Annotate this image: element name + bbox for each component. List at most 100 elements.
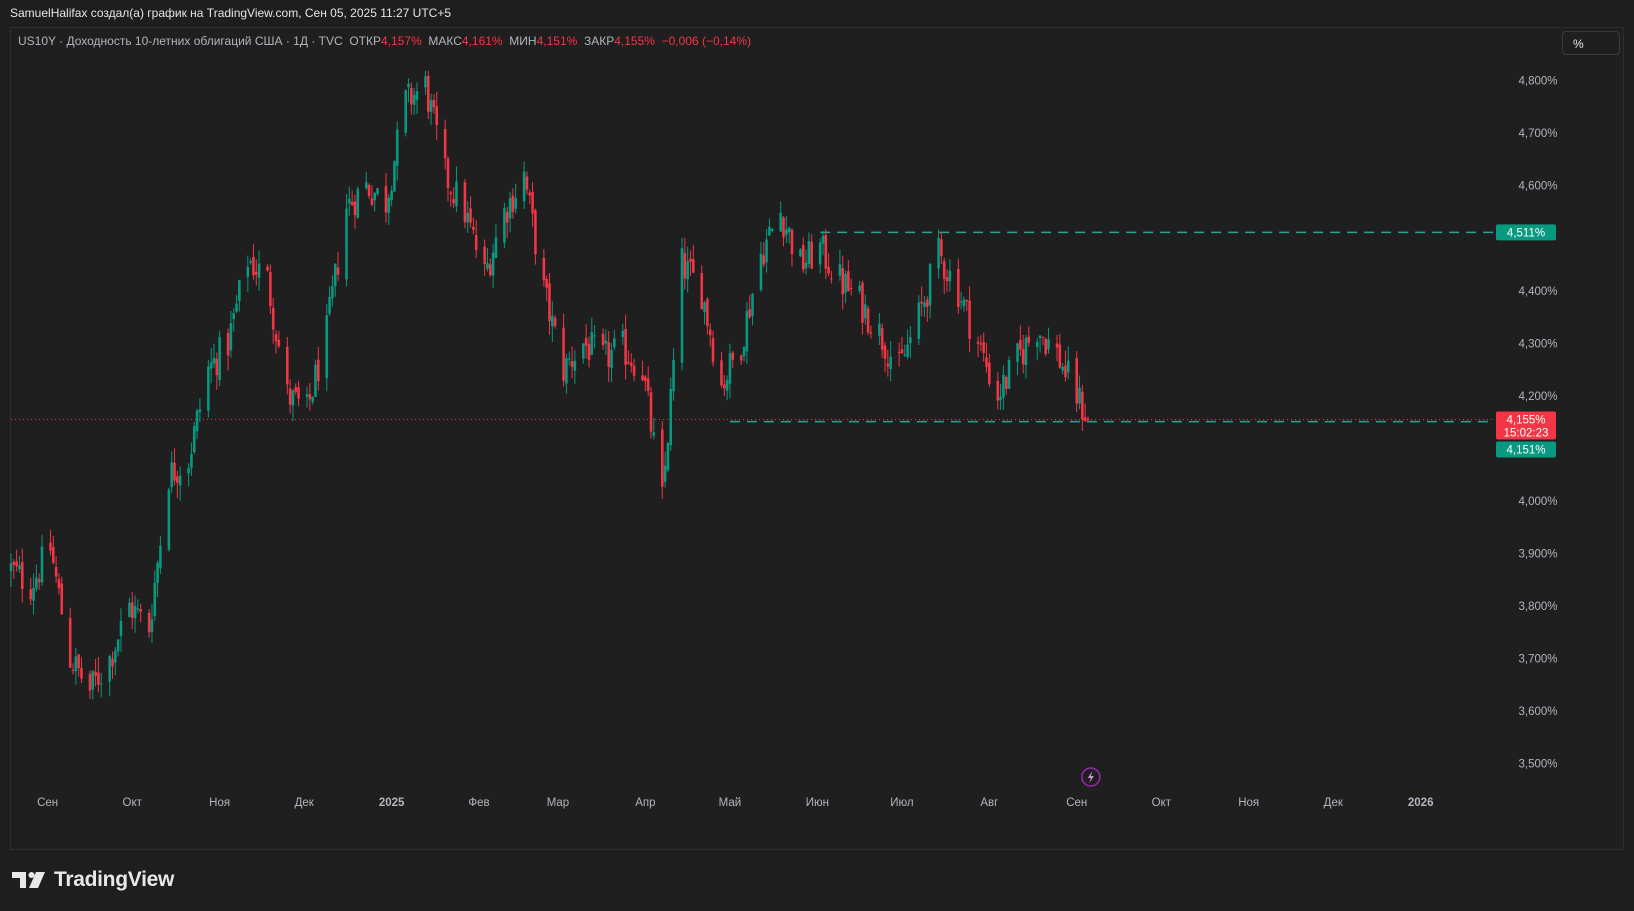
candle-body (415, 91, 419, 101)
time-tick-label: Авг (980, 797, 998, 809)
candle-body (621, 330, 625, 337)
candle-body (945, 277, 949, 282)
candle-body (452, 199, 455, 204)
price-tick-label: 3,600% (1518, 706, 1557, 718)
candle-body (395, 129, 399, 166)
tradingview-logo[interactable]: TradingView (12, 866, 174, 894)
candle-body (18, 565, 21, 570)
legend-open-value: 4,157% (380, 34, 422, 48)
candle-body (742, 346, 746, 357)
candle-body (1083, 417, 1087, 422)
candle-body (652, 432, 656, 436)
candle-body (463, 182, 467, 223)
candle-body (207, 366, 210, 411)
candle-body (996, 381, 1000, 401)
price-tick-label: 4,300% (1518, 338, 1557, 350)
candle-body (412, 95, 416, 105)
candle-body (632, 365, 636, 376)
candle-body (97, 672, 100, 685)
candle-body (1035, 341, 1039, 348)
candle-body (584, 338, 588, 346)
candle-body (511, 195, 515, 212)
candle-body (57, 579, 61, 589)
percent-scale-button[interactable]: % (1562, 31, 1620, 55)
candle-body (136, 608, 140, 610)
legend-symbol: US10Y · Доходность 10-летних облигаций С… (18, 34, 343, 48)
time-tick-label: Дек (1324, 797, 1344, 809)
candle-body (660, 429, 664, 487)
candle-body (897, 351, 901, 353)
time-tick-label: Июн (806, 797, 829, 809)
candle-body (692, 259, 695, 273)
candle-body (192, 426, 196, 453)
candle-body (1078, 387, 1081, 404)
candle-body (503, 208, 506, 243)
time-tick-label: Фев (468, 797, 489, 809)
candle-body (176, 476, 179, 483)
candle-body (607, 342, 610, 367)
time-tick-label: 2025 (379, 797, 405, 809)
candle-body (91, 670, 95, 690)
candle-body (404, 90, 407, 133)
candle-body (12, 561, 16, 565)
candle-body (32, 587, 35, 601)
candle-body (1002, 374, 1005, 398)
candle-body (863, 304, 867, 319)
candle-body (1061, 366, 1064, 371)
candle-body (937, 237, 940, 269)
candle-body (331, 285, 334, 299)
lightning-glyph (1087, 771, 1094, 783)
candle-body (706, 298, 709, 327)
legend-close-label: ЗАКР (583, 34, 615, 48)
candle-body (99, 683, 103, 685)
candle-body (948, 270, 952, 282)
candle-body (768, 226, 771, 236)
candle-body (1075, 358, 1079, 404)
candle-body (926, 299, 929, 307)
candle-body (356, 189, 360, 218)
candle-body (367, 184, 371, 197)
candle-body (923, 302, 926, 307)
candle-body (770, 228, 774, 231)
candle-body (880, 328, 884, 350)
time-tick-label: Мар (547, 797, 570, 809)
candle-body (841, 267, 845, 295)
candle-body (226, 332, 230, 356)
candle-body (548, 283, 551, 322)
candle-body (906, 344, 909, 357)
candle-body (317, 359, 320, 382)
candle-body (68, 618, 72, 668)
legend-high-label: МАКС (428, 34, 462, 48)
candle-body (424, 76, 427, 88)
candle-body (866, 308, 870, 333)
candle-body (627, 362, 630, 364)
candle-body (449, 192, 453, 194)
candle-body (801, 245, 805, 270)
candle-body (731, 352, 735, 360)
time-tick-label: Май (719, 797, 742, 809)
chart-frame[interactable] (10, 27, 1624, 850)
candle-body (613, 338, 616, 348)
candle-body (325, 315, 329, 379)
candle-body (878, 323, 881, 336)
time-tick-label: Дек (295, 797, 315, 809)
candle-body (94, 671, 97, 676)
candle-body (582, 343, 585, 359)
candle-body (720, 360, 723, 386)
candle-body (108, 655, 111, 682)
candle-body (314, 364, 317, 397)
candle-body (528, 192, 532, 196)
candle-body (999, 396, 1002, 401)
candle-body (573, 360, 577, 371)
price-axis: 3,500% 3,600% 3,700% 3,800% 3,900% 4,000% 4,20… (1518, 76, 1557, 771)
candle-body (525, 176, 529, 190)
candle-body (187, 467, 190, 474)
candle-body (266, 266, 269, 271)
candle-body (641, 375, 644, 381)
price-tag (1496, 411, 1556, 440)
candle-body (745, 311, 749, 352)
candle-body (886, 363, 890, 367)
level-lines (11, 231, 1494, 423)
time-tick-label: Сен (37, 797, 58, 809)
